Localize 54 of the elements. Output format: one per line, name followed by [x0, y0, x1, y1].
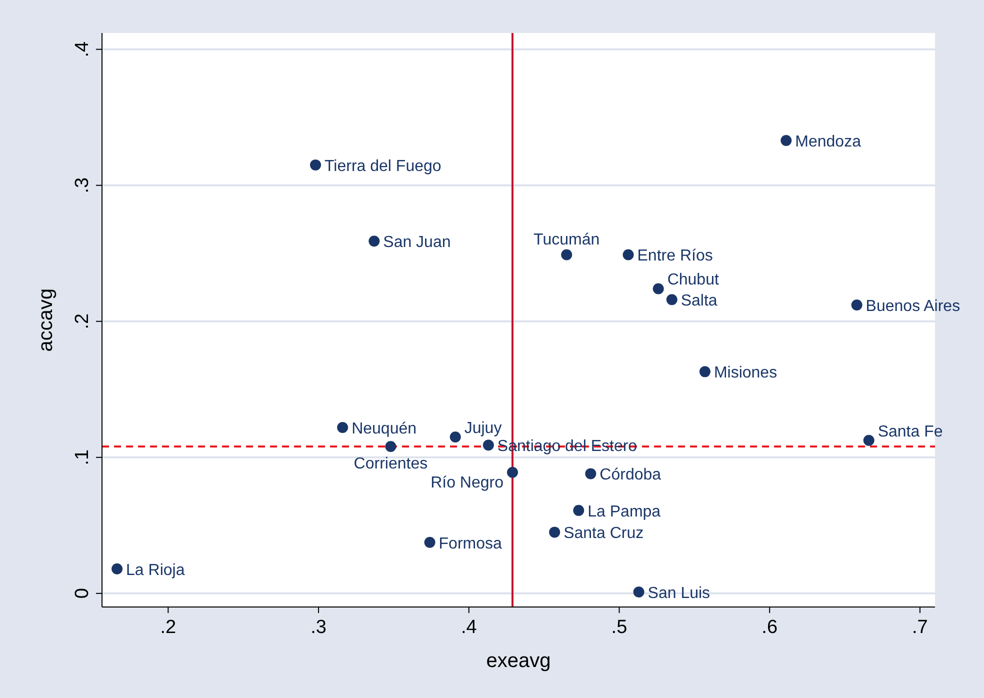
y-axis-title: accavg: [35, 288, 57, 352]
point: [652, 283, 664, 294]
annotation: Entre Ríos: [637, 248, 713, 265]
point: [851, 300, 862, 311]
y-tick-label: 0: [72, 588, 93, 599]
annotation: Chubut: [667, 272, 720, 289]
annotation: Salta: [680, 292, 718, 310]
point: [863, 434, 874, 446]
annotation: Córdoba: [600, 466, 662, 484]
x-tick-label: .6: [762, 617, 778, 638]
point: [482, 440, 494, 451]
x-tick-label: .3: [310, 617, 326, 638]
x-tick-label: .4: [460, 617, 478, 638]
y-tick-label: .4: [72, 40, 93, 58]
point: [337, 422, 348, 433]
point: [310, 159, 322, 170]
point: [666, 294, 678, 306]
annotation: Neuquén: [352, 420, 417, 438]
x-axis-title: exeavg: [486, 650, 551, 672]
y-tick-label: .3: [72, 177, 93, 194]
annotation: Tierra del Fuego: [324, 158, 442, 175]
point: [699, 366, 710, 378]
annotation: Santa Fe: [878, 423, 943, 440]
annotation: Mendoza: [795, 133, 862, 150]
annotation: La Rioja: [126, 562, 185, 579]
point: [585, 468, 596, 480]
x-tick-label: .5: [611, 617, 628, 638]
point: [622, 249, 634, 260]
point: [385, 441, 396, 452]
point: [112, 563, 123, 574]
annotation: Tucumán: [534, 232, 600, 249]
point: [368, 236, 380, 247]
annotation: Río Negro: [430, 474, 504, 492]
annotation: Corrientes: [354, 456, 428, 472]
x-tick-label: .7: [912, 617, 928, 638]
point: [424, 536, 436, 548]
annotation: Misiones: [714, 364, 778, 382]
point: [561, 249, 572, 260]
annotation: Santa Cruz: [564, 525, 644, 542]
annotation: Formosa: [438, 535, 502, 552]
annotation: La Pampa: [588, 503, 661, 520]
point: [633, 586, 644, 598]
point: [450, 431, 461, 442]
annotation: San Juan: [383, 234, 451, 252]
annotation: San Luis: [648, 585, 710, 602]
y-tick-label: .1: [72, 449, 93, 466]
point: [573, 504, 584, 516]
point: [506, 466, 518, 478]
annotation: Buenos Aires: [866, 298, 960, 316]
x-tick-label: .2: [160, 617, 176, 638]
annotation: Jujuy: [464, 420, 502, 437]
point: [780, 134, 792, 146]
point: [549, 526, 560, 538]
y-tick-label: .2: [72, 313, 93, 330]
